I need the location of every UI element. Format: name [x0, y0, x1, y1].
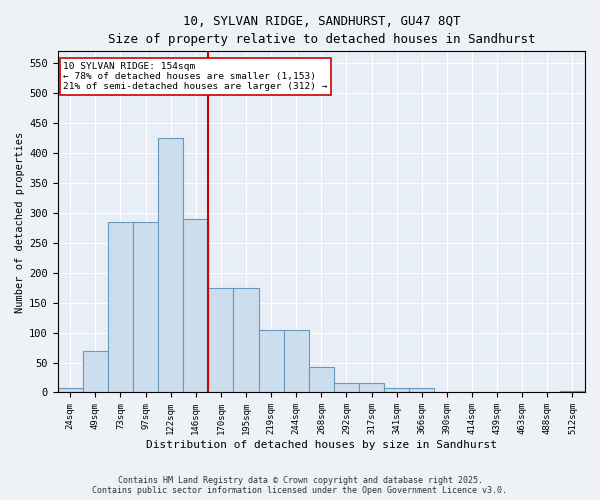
Bar	[334, 384, 359, 392]
Bar	[133, 222, 158, 392]
Bar	[208, 288, 233, 393]
Bar	[284, 330, 309, 392]
Bar	[409, 388, 434, 392]
Text: 10 SYLVAN RIDGE: 154sqm
← 78% of detached houses are smaller (1,153)
21% of semi: 10 SYLVAN RIDGE: 154sqm ← 78% of detache…	[63, 62, 328, 92]
Bar	[384, 388, 409, 392]
Bar	[359, 384, 384, 392]
Text: Contains HM Land Registry data © Crown copyright and database right 2025.
Contai: Contains HM Land Registry data © Crown c…	[92, 476, 508, 495]
Bar	[309, 368, 334, 392]
Bar	[233, 288, 259, 393]
Bar	[83, 350, 108, 393]
Bar	[259, 330, 284, 392]
Bar	[183, 219, 208, 392]
Bar	[58, 388, 83, 392]
Title: 10, SYLVAN RIDGE, SANDHURST, GU47 8QT
Size of property relative to detached hous: 10, SYLVAN RIDGE, SANDHURST, GU47 8QT Si…	[107, 15, 535, 46]
Bar	[560, 390, 585, 392]
Bar	[108, 222, 133, 392]
Bar	[158, 138, 183, 392]
X-axis label: Distribution of detached houses by size in Sandhurst: Distribution of detached houses by size …	[146, 440, 497, 450]
Y-axis label: Number of detached properties: Number of detached properties	[15, 132, 25, 312]
